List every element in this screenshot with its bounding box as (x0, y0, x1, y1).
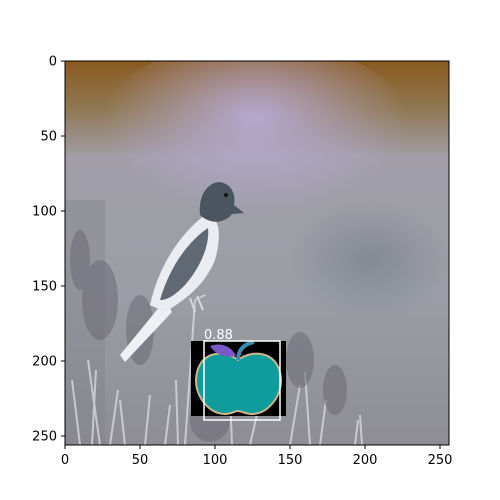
x-tick-label: 100 (203, 453, 228, 468)
bird-legs (189, 295, 204, 313)
x-tick-label: 200 (353, 453, 378, 468)
apple-stem (236, 340, 255, 361)
y-tick-label: 50 (40, 130, 57, 145)
y-tick-label: 100 (32, 205, 57, 220)
bird-tail (120, 300, 172, 362)
x-tick-label: 50 (132, 453, 149, 468)
bird-eye (224, 193, 228, 197)
axes-frame (64, 60, 450, 446)
apple-leaf (210, 344, 236, 357)
y-tick-label: 150 (32, 280, 57, 295)
dark-blur (290, 200, 449, 320)
y-tick-label: 200 (32, 355, 57, 370)
detection-box (203, 340, 281, 421)
y-tick-label: 250 (32, 430, 57, 445)
photo: 0.88 (65, 61, 449, 445)
bird-wing (160, 228, 209, 300)
apple-body (194, 352, 283, 416)
y-tick-label: 0 (49, 55, 57, 70)
x-tick-label: 250 (428, 453, 453, 468)
y-axis-ticks: 0 50 100 150 200 250 (32, 55, 65, 445)
x-tick-label: 150 (278, 453, 303, 468)
detection-score: 0.88 (204, 328, 233, 343)
detection: 0.88 (191, 328, 286, 421)
apple-icon (194, 340, 283, 416)
bird-head (199, 182, 244, 222)
x-tick-label: 0 (61, 453, 69, 468)
x-axis-ticks: 0 50 100 150 200 250 (61, 445, 453, 468)
bird (120, 182, 244, 362)
